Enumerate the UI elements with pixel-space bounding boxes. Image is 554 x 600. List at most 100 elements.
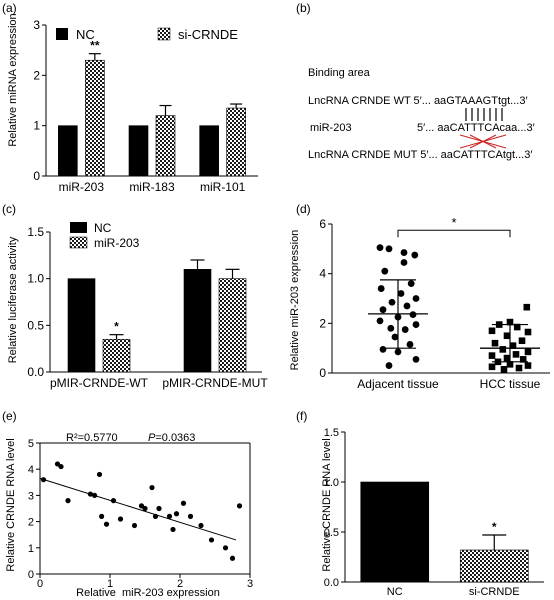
seq-row-wt: LncRNA CRNDE WT 5′... aaGTAAAGTtgt...3′ [308, 95, 528, 107]
y-tick-label: 0 [319, 366, 326, 380]
data-point [103, 521, 110, 527]
seq-mir-dots: 5′... aa [417, 122, 451, 134]
y-tick-label: 3 [33, 18, 40, 32]
x-tick-label: miR-183 [129, 180, 175, 194]
data-point [515, 364, 523, 372]
plot-area-a: 0 1 2 3 miR-203 ** miR-183 miR-101 [33, 18, 258, 194]
panel-label-d: (d) [296, 202, 311, 216]
data-point [187, 513, 194, 519]
x-tick-label: NC [387, 586, 403, 598]
data-point [512, 351, 520, 358]
data-point [409, 311, 417, 319]
panel-b: (b) Binding area LncRNA CRNDE WT 5′... a… [296, 1, 535, 161]
significance-bracket [397, 229, 511, 238]
data-point [156, 505, 162, 512]
bar [226, 107, 246, 177]
significance-mark: ** [90, 39, 100, 53]
y-tick-label: 3 [28, 490, 34, 502]
data-point [412, 355, 420, 363]
data-point [222, 545, 229, 551]
data-point [229, 555, 236, 561]
panel-a: (a) Relative miRNA expression NC si-CRND… [2, 1, 258, 194]
data-point [376, 244, 384, 251]
x-tick-label: pMIR-CRNDE-MUT [162, 376, 268, 390]
plot-area-c: 0.0 0.5 1.0 1.5 pMIR-CRNDE-WT * pMIR-CRNDE-MUT [27, 225, 268, 390]
seq-wt-core: GTAAAGT [446, 95, 498, 107]
y-tick-label: 0 [28, 569, 34, 581]
data-point [391, 333, 399, 341]
significance-mark: * [114, 320, 119, 334]
plot-area-e: 0 1 2 3 4 5 0 1 2 3 [28, 438, 253, 590]
data-point [180, 500, 187, 506]
data-point [58, 463, 64, 470]
data-point [524, 328, 532, 336]
data-point [377, 285, 385, 292]
data-point [411, 251, 419, 259]
data-point [397, 290, 405, 297]
data-point [503, 332, 511, 340]
ylabel-a: Relative miRNA expression [7, 13, 19, 146]
data-point [488, 327, 496, 335]
data-point [385, 245, 393, 253]
r-squared-label: R²=0.5770 [66, 432, 118, 444]
x-tick-label: 1 [107, 578, 113, 590]
legend-label-si-crnde-a: si-CRNDE [178, 27, 238, 42]
y-tick-label: 4 [319, 267, 326, 281]
seq-row-mut: LncRNA CRNDE MUT 5′... aaCATTTCAtgt...3′ [308, 149, 532, 161]
y-tick-label: 6 [319, 217, 326, 231]
bar [85, 59, 105, 177]
wt-pairing-lines [465, 108, 503, 121]
mut-mismatch-lines [459, 134, 507, 149]
x-tick-label: 0 [37, 578, 43, 590]
data-point [412, 321, 420, 328]
data-point [513, 323, 521, 331]
y-tick-label: 1.0 [324, 477, 339, 489]
bar [155, 115, 176, 177]
p-symbol: P [148, 432, 156, 444]
seq-mut-name: LncRNA CRNDE MUT 5′ [308, 149, 428, 161]
data-point [407, 280, 415, 287]
seq-mir-tail: caa...3′ [500, 122, 535, 134]
y-tick-label: 1.0 [27, 272, 44, 286]
bar [183, 269, 212, 373]
data-point [400, 249, 408, 256]
x-tick-label: pMIR-CRNDE-WT [50, 376, 149, 390]
panel-c: (c) Relative luciferase activity NC miR-… [2, 202, 268, 390]
data-point [379, 306, 387, 314]
bar [199, 125, 219, 177]
x-tick-label: 3 [247, 578, 253, 590]
data-point [376, 317, 384, 325]
data-point [503, 354, 511, 362]
data-point [401, 326, 409, 333]
data-point [236, 503, 243, 509]
data-point [173, 511, 180, 517]
data-point [499, 346, 507, 353]
regression-line [39, 477, 237, 541]
data-point [491, 339, 499, 347]
data-point [506, 318, 514, 326]
data-point [524, 348, 532, 356]
data-point [488, 363, 496, 371]
data-point [99, 513, 105, 519]
seq-mir-core: CATTTCA [450, 122, 501, 134]
legend-label-nc-a: NC [76, 27, 95, 42]
panel-f: (f) Relative CRNDE RNA level 0.0 0.5 1.0 1.… [296, 409, 544, 598]
data-point [519, 356, 527, 363]
data-point [403, 302, 411, 310]
y-tick-label: 0 [33, 169, 40, 183]
seq-row-mir-name: miR-203 [310, 122, 352, 134]
ylabel-d: Relative miR-203 expression [289, 230, 301, 371]
significance-mark: * [451, 215, 456, 230]
y-tick-label: 1.5 [27, 225, 44, 239]
bar [58, 125, 78, 177]
data-point [400, 259, 408, 266]
y-tick-label: 0.5 [324, 527, 339, 539]
seq-wt-dots: ... aa [422, 95, 447, 107]
seq-mut-dots: ... aa [428, 149, 453, 161]
y-tick-label: 0.0 [27, 365, 44, 379]
bar [459, 549, 529, 583]
panel-label-a: (a) [2, 1, 17, 15]
data-point [149, 484, 155, 491]
data-point [506, 361, 514, 368]
